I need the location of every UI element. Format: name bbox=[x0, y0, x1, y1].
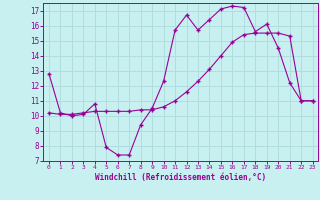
X-axis label: Windchill (Refroidissement éolien,°C): Windchill (Refroidissement éolien,°C) bbox=[95, 173, 266, 182]
